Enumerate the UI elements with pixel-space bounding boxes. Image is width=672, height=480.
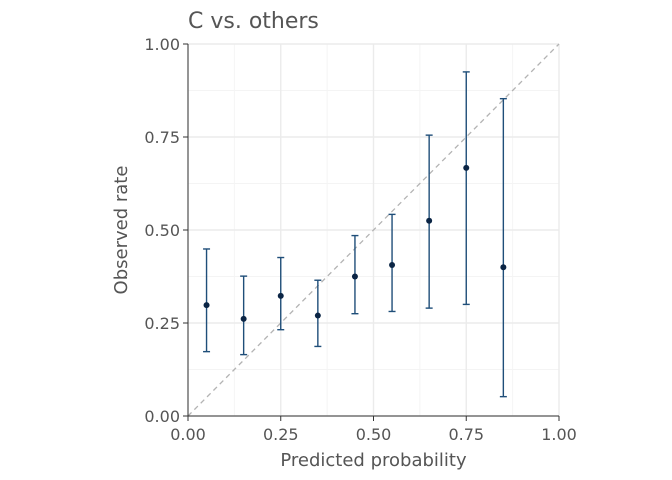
reference-line	[187, 43, 560, 417]
y-tick-label: 0.00	[144, 407, 180, 426]
data-point	[463, 164, 470, 171]
data-point	[240, 315, 247, 322]
data-point	[426, 217, 433, 224]
data-point	[500, 264, 507, 271]
data-point	[203, 302, 210, 309]
x-tick-label: 0.00	[170, 425, 206, 444]
chart-title: C vs. others	[188, 9, 319, 34]
data-point	[351, 273, 358, 280]
axes: 0.00 0.25 0.50 0.75 1.00 0.00 0.25 0.50 0.75 1.00	[144, 35, 576, 444]
x-tick-label: 0.75	[448, 425, 484, 444]
data-point	[389, 261, 396, 268]
y-tick-label: 0.25	[144, 314, 180, 333]
y-tick-label: 1.00	[144, 35, 180, 54]
x-axis-title: Predicted probability	[280, 450, 467, 471]
y-tick-label: 0.75	[144, 128, 180, 147]
plot-area	[187, 43, 560, 417]
data-point	[277, 292, 284, 299]
data-point	[314, 312, 321, 319]
y-tick-label: 0.50	[144, 221, 180, 240]
y-axis-title: Observed rate	[111, 166, 132, 295]
x-tick-label: 1.00	[541, 425, 577, 444]
x-tick-label: 0.25	[263, 425, 299, 444]
x-tick-label: 0.50	[356, 425, 392, 444]
